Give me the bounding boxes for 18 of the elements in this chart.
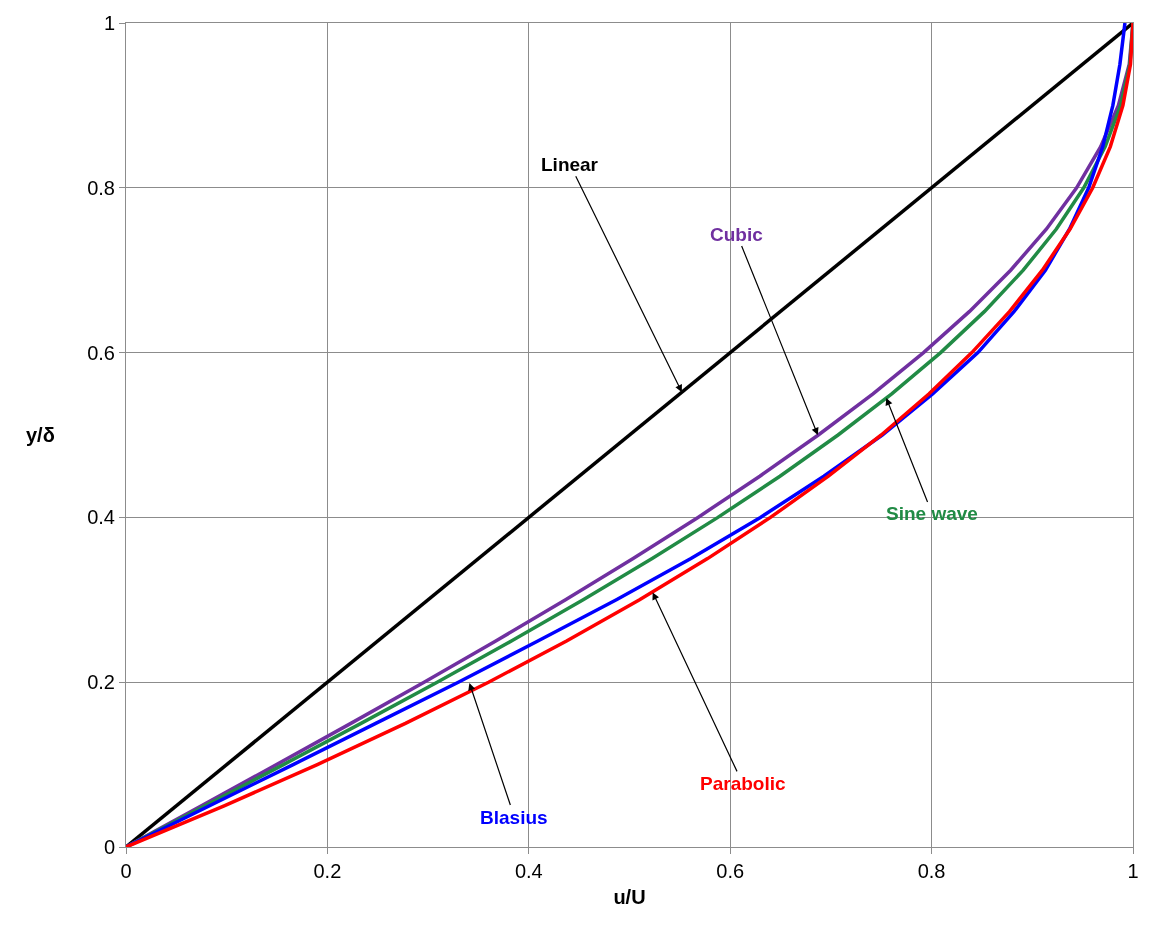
x-tick-label: 0.8 xyxy=(917,860,946,882)
y-tick-label: 0.8 xyxy=(87,176,115,199)
x-tick-label: 1 xyxy=(1127,860,1139,882)
x-tick-label: 0.4 xyxy=(514,860,543,882)
annotation: Sine wave xyxy=(886,503,978,524)
y-tick-label: 0.6 xyxy=(87,341,115,364)
annotation: Parabolic xyxy=(700,773,786,794)
y-tick-label: 0.4 xyxy=(87,506,115,529)
x-tick-label: 0 xyxy=(120,860,132,882)
annotation: Blasius xyxy=(480,807,548,828)
y-tick-label: 1 xyxy=(103,12,115,34)
y-axis-title: y/δ xyxy=(26,424,55,446)
x-tick-label: 0.6 xyxy=(716,860,745,882)
annotation: Linear xyxy=(541,154,599,175)
y-tick-label: 0 xyxy=(103,836,115,858)
x-tick-label: 0.2 xyxy=(313,860,342,882)
x-axis-title: u/U xyxy=(613,885,646,908)
y-tick-label: 0.2 xyxy=(87,671,115,694)
